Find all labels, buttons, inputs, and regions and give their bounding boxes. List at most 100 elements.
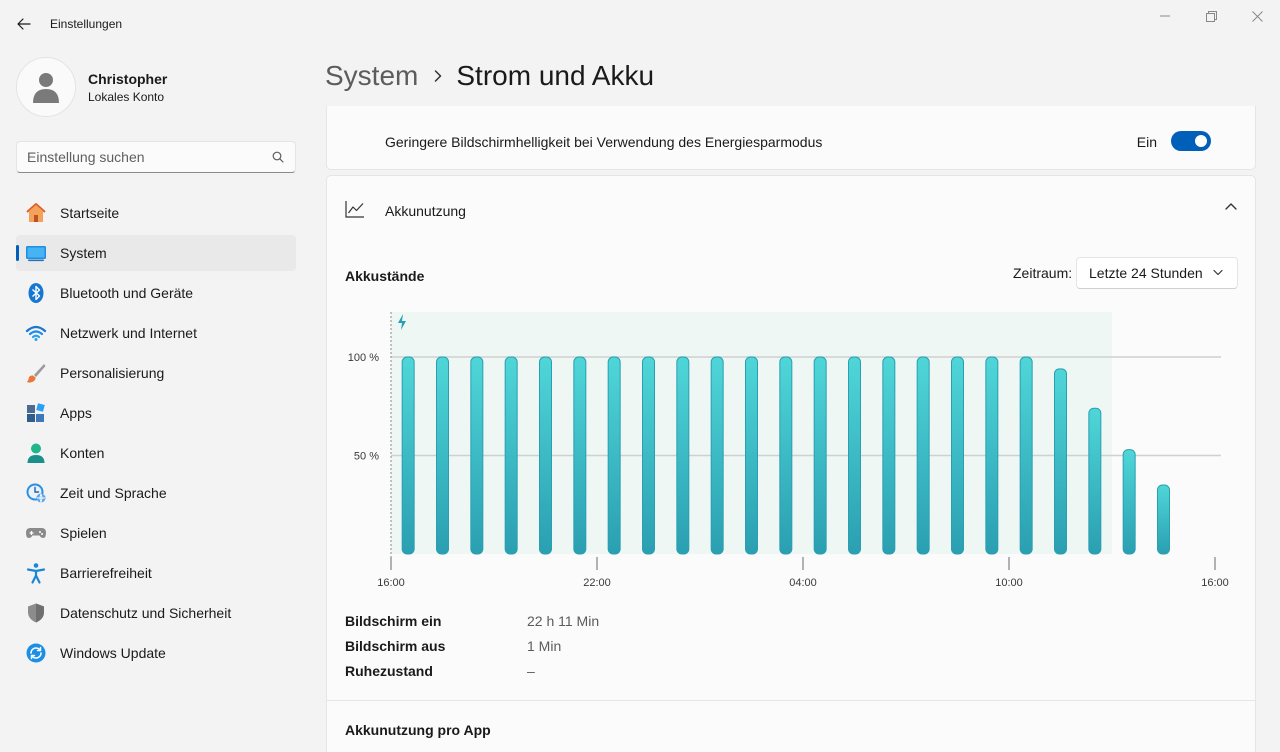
page-title: Strom und Akku: [456, 60, 655, 91]
minimize-button[interactable]: [1142, 0, 1188, 32]
battery-bar: [573, 356, 587, 555]
y-tick-label: 100 %: [348, 352, 379, 364]
battery-bar: [1019, 356, 1033, 555]
battery-bar: [710, 356, 724, 555]
sidebar-item-konten[interactable]: Konten: [16, 435, 296, 471]
minimize-icon: [1160, 15, 1170, 17]
battery-bar: [539, 356, 552, 555]
apps-icon: [25, 402, 47, 424]
user-profile[interactable]: Christopher Lokales Konto: [16, 57, 167, 117]
period-label: Zeitraum:: [1013, 265, 1073, 281]
chevron-up-icon[interactable]: [1225, 202, 1237, 210]
dimming-toggle[interactable]: [1171, 131, 1211, 151]
settings-search[interactable]: [16, 141, 296, 173]
sidebar-item-startseite[interactable]: Startseite: [16, 195, 296, 231]
sidebar-item-label: Netzwerk und Internet: [60, 325, 197, 341]
sidebar-item-label: Windows Update: [60, 645, 166, 661]
shield-icon: [25, 602, 47, 624]
chevron-down-icon: [1213, 269, 1223, 276]
back-button[interactable]: [8, 9, 40, 39]
accounts-icon: [25, 442, 47, 464]
sidebar-item-label: Konten: [60, 445, 105, 461]
close-button[interactable]: [1234, 0, 1280, 32]
battery-bar: [985, 356, 999, 555]
sidebar-item-personalisierung[interactable]: Personalisierung: [16, 355, 296, 391]
battery-usage-title: Akkunutzung: [385, 203, 466, 219]
sidebar-item-netzwerk[interactable]: Netzwerk und Internet: [16, 315, 296, 351]
sidebar-item-label: Barrierefreiheit: [60, 565, 152, 581]
battery-chart-card: Akkustände Zeitraum: Letzte 24 Stunden 1…: [326, 242, 1256, 701]
time-language-icon: [25, 482, 47, 504]
sidebar-item-label: Zeit und Sprache: [60, 485, 167, 501]
restore-button[interactable]: [1188, 0, 1234, 32]
update-icon: [25, 642, 47, 664]
restore-icon: [1205, 10, 1217, 22]
battery-bar: [848, 356, 861, 555]
title-bar: Einstellungen: [0, 0, 1280, 48]
y-tick-label: 50 %: [354, 451, 379, 463]
battery-bar: [1088, 407, 1102, 555]
stat-label: Bildschirm ein: [345, 612, 442, 629]
period-value: Letzte 24 Stunden: [1089, 265, 1203, 281]
stat-label: Ruhezustand: [345, 662, 433, 679]
battery-bar: [642, 356, 655, 555]
stat-row: Bildschirm ein 22 h 11 Min: [345, 608, 599, 633]
app-usage-card: Akkunutzung pro App: [326, 700, 1256, 752]
sidebar-item-system[interactable]: System: [16, 235, 296, 271]
battery-bar: [504, 356, 518, 555]
x-tick-label: 22:00: [583, 577, 611, 589]
period-dropdown[interactable]: Letzte 24 Stunden: [1076, 257, 1238, 289]
dimming-setting-card: Geringere Bildschirmhelligkeit bei Verwe…: [326, 106, 1256, 170]
battery-bar: [401, 356, 415, 555]
battery-bar: [1122, 449, 1136, 555]
sidebar-item-bluetooth[interactable]: Bluetooth und Geräte: [16, 275, 296, 311]
sidebar-item-windows-update[interactable]: Windows Update: [16, 635, 296, 671]
sidebar-item-label: Personalisierung: [60, 365, 165, 381]
stat-row: Bildschirm aus 1 Min: [345, 633, 599, 658]
account-type: Lokales Konto: [88, 89, 165, 104]
battery-usage-expander[interactable]: Akkunutzung: [326, 175, 1256, 243]
system-icon: [25, 242, 47, 264]
battery-bar: [470, 356, 484, 555]
app-usage-title: Akkunutzung pro App: [345, 722, 491, 738]
dimming-label: Geringere Bildschirmhelligkeit bei Verwe…: [385, 134, 823, 150]
charging-bolt-icon: [398, 314, 406, 330]
screen-stats: Bildschirm ein 22 h 11 Min Bildschirm au…: [345, 608, 599, 683]
bluetooth-icon: [25, 282, 47, 304]
stat-label: Bildschirm aus: [345, 637, 446, 654]
sidebar-nav: Startseite System Bluetooth und Geräte N…: [16, 195, 296, 675]
battery-bar: [951, 356, 964, 555]
battery-bar: [1157, 484, 1170, 555]
battery-bar: [813, 356, 827, 555]
sidebar-item-label: Bluetooth und Geräte: [60, 285, 194, 301]
battery-level-chart: 100 % 50 % 16:00 22:00 04:00 10:00 16:00: [348, 312, 1229, 589]
battery-bar: [916, 356, 930, 555]
search-icon[interactable]: [272, 151, 284, 163]
home-icon: [25, 202, 47, 224]
gamepad-icon: [25, 522, 47, 544]
sidebar-item-spielen[interactable]: Spielen: [16, 515, 296, 551]
sidebar-item-label: Apps: [60, 405, 92, 421]
accessibility-icon: [25, 562, 47, 584]
chevron-right-icon: [434, 70, 442, 82]
battery-bar: [436, 356, 449, 555]
sidebar-item-apps[interactable]: Apps: [16, 395, 296, 431]
x-tick-label: 10:00: [995, 577, 1023, 589]
search-input[interactable]: [17, 142, 257, 172]
sidebar-item-label: System: [60, 245, 107, 261]
sidebar-item-datenschutz[interactable]: Datenschutz und Sicherheit: [16, 595, 296, 631]
battery-bar: [745, 356, 758, 555]
battery-bar: [882, 356, 896, 555]
app-title: Einstellungen: [50, 17, 123, 31]
battery-bar: [607, 356, 621, 555]
brush-icon: [25, 362, 47, 384]
toggle-state-label: Ein: [1136, 134, 1157, 150]
user-avatar-icon: [33, 73, 59, 103]
close-icon: [1251, 10, 1263, 22]
breadcrumb-parent-link[interactable]: System: [325, 60, 419, 91]
sidebar-item-zeit-sprache[interactable]: Zeit und Sprache: [16, 475, 296, 511]
x-tick-label: 16:00: [377, 577, 405, 589]
sidebar-item-barrierefreiheit[interactable]: Barrierefreiheit: [16, 555, 296, 591]
x-tick-label: 04:00: [789, 577, 817, 589]
avatar: [16, 57, 76, 117]
